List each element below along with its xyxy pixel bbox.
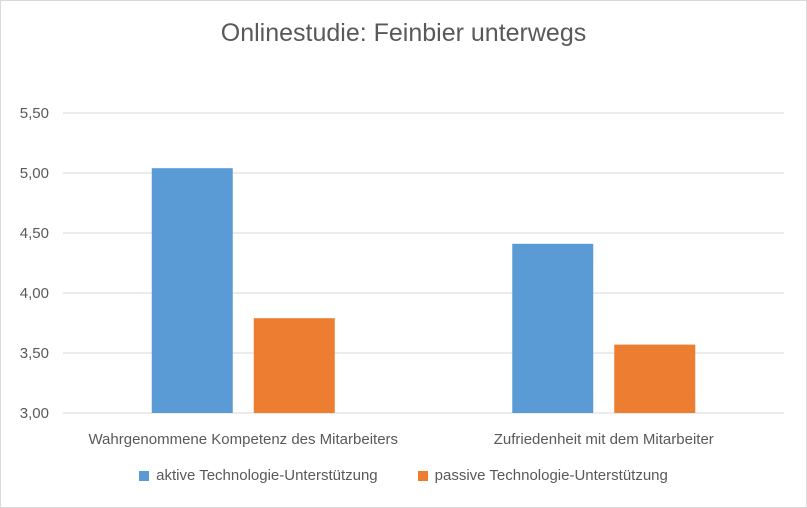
legend-item-passive: passive Technologie-Unterstützung bbox=[417, 467, 668, 484]
x-category-label: Zufriedenheit mit dem Mitarbeiter bbox=[494, 431, 714, 448]
y-tick-label: 5,00 bbox=[20, 165, 49, 182]
bar-passive-1 bbox=[614, 344, 696, 413]
x-category-label: Wahrgenommene Kompetenz des Mitarbeiters bbox=[88, 431, 398, 448]
y-tick-label: 3,00 bbox=[20, 405, 49, 422]
legend: aktive Technologie-Unterstützung passive… bbox=[1, 467, 806, 484]
plot-area: 3,00 3,50 4,00 4,50 5,00 5,50 Wahrgenommene K… bbox=[20, 105, 784, 448]
bar-aktive-1 bbox=[512, 243, 594, 413]
chart-title: Onlinestudie: Feinbier unterwegs bbox=[220, 19, 587, 47]
y-tick-label: 4,00 bbox=[20, 285, 49, 302]
y-axis-ticks: 3,00 3,50 4,00 4,50 5,00 5,50 bbox=[20, 105, 49, 422]
legend-label-aktive: aktive Technologie-Unterstützung bbox=[156, 467, 378, 484]
bars bbox=[151, 168, 696, 413]
y-tick-label: 5,50 bbox=[20, 105, 49, 122]
legend-swatch-passive bbox=[417, 470, 428, 481]
bar-passive-0 bbox=[253, 318, 335, 413]
legend-swatch-aktive bbox=[139, 470, 150, 481]
y-tick-label: 4,50 bbox=[20, 225, 49, 242]
x-axis-labels: Wahrgenommene Kompetenz des Mitarbeiters… bbox=[88, 431, 713, 448]
legend-item-aktive: aktive Technologie-Unterstützung bbox=[139, 467, 378, 484]
legend-label-passive: passive Technologie-Unterstützung bbox=[434, 467, 668, 484]
y-tick-label: 3,50 bbox=[20, 345, 49, 362]
bar-aktive-0 bbox=[151, 168, 233, 413]
